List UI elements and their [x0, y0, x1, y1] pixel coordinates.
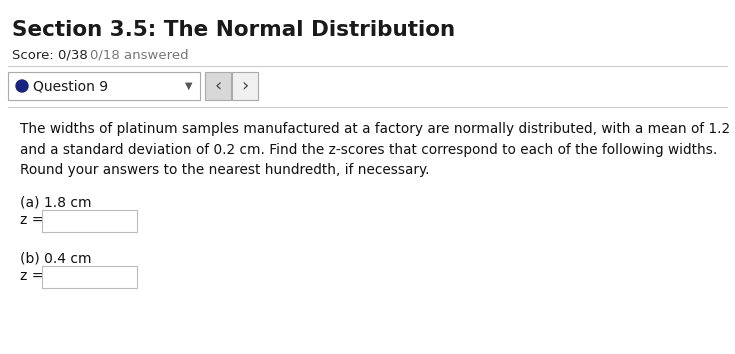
Text: (a) 1.8 cm: (a) 1.8 cm	[20, 196, 91, 210]
Text: z =: z =	[20, 269, 43, 283]
FancyBboxPatch shape	[232, 72, 258, 100]
Text: Score: 0/38: Score: 0/38	[12, 48, 87, 61]
Text: ▼: ▼	[184, 81, 192, 91]
Text: 0/18 answered: 0/18 answered	[90, 48, 189, 61]
Text: Section 3.5: The Normal Distribution: Section 3.5: The Normal Distribution	[12, 20, 455, 40]
Text: The widths of platinum samples manufactured at a factory are normally distribute: The widths of platinum samples manufactu…	[20, 122, 735, 177]
FancyBboxPatch shape	[42, 266, 137, 288]
FancyBboxPatch shape	[205, 72, 231, 100]
Text: ›: ›	[241, 77, 248, 95]
FancyBboxPatch shape	[42, 210, 137, 232]
FancyBboxPatch shape	[8, 72, 200, 100]
Circle shape	[16, 80, 28, 92]
Text: (b) 0.4 cm: (b) 0.4 cm	[20, 252, 91, 266]
Text: ‹: ‹	[215, 77, 222, 95]
Text: z =: z =	[20, 213, 43, 227]
Text: Question 9: Question 9	[33, 79, 108, 93]
